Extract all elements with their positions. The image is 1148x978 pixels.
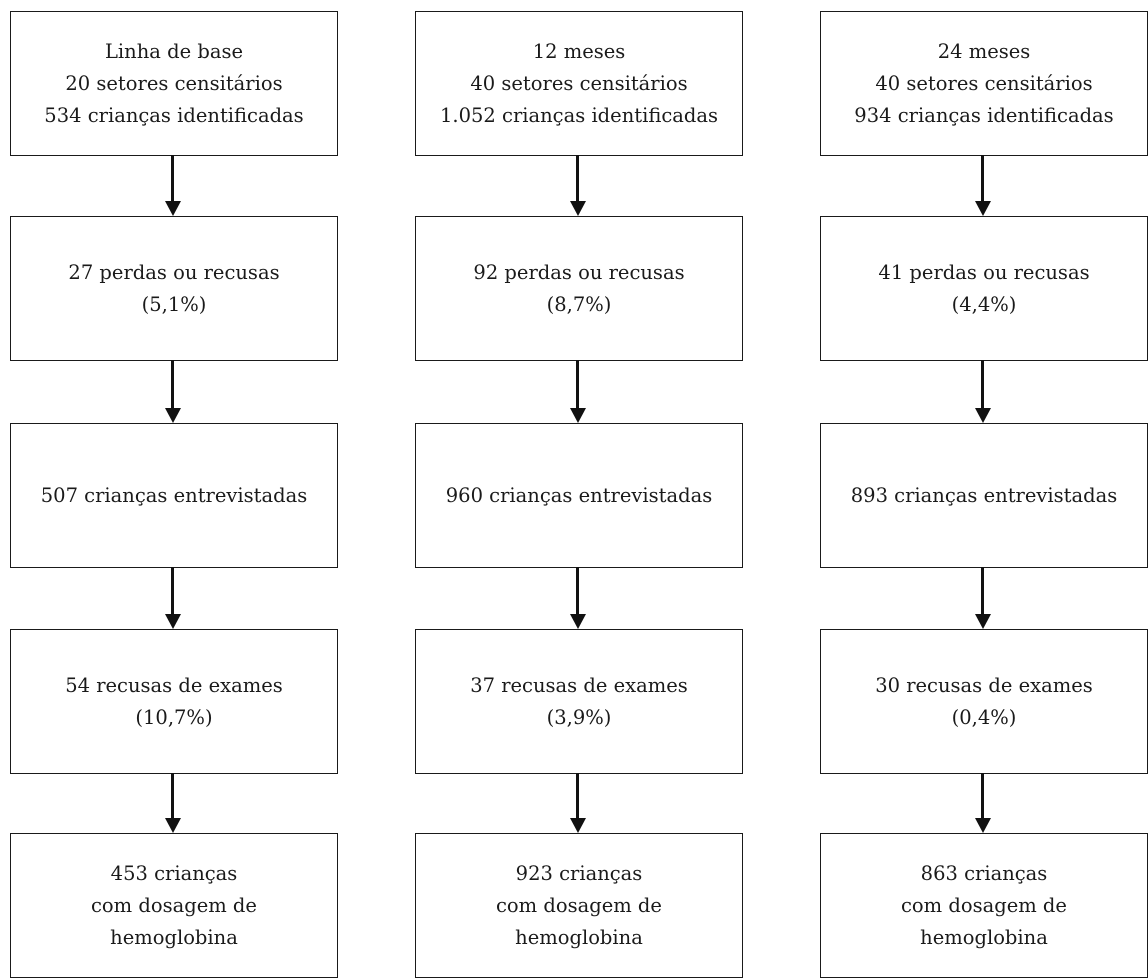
node-line: 41 perdas ou recusas [878, 260, 1090, 284]
node-line: 92 perdas ou recusas [473, 260, 685, 284]
node-sample-identified: 24 meses 40 setores censitários 934 cria… [820, 11, 1148, 156]
node-line: 863 crianças [920, 861, 1048, 885]
node-line: (4,4%) [951, 292, 1017, 316]
node-line: hemoglobina [515, 925, 643, 949]
node-interviewed: 507 crianças entrevistadas [10, 423, 338, 568]
node-line: 30 recusas de exames [875, 673, 1093, 697]
arrow-down [164, 360, 181, 423]
node-line: 507 crianças entrevistadas [40, 483, 308, 507]
node-sample-identified: 12 meses 40 setores censitários 1.052 cr… [415, 11, 743, 156]
node-line: 40 setores censitários [875, 71, 1093, 95]
node-line: 923 crianças [515, 861, 643, 885]
node-line: hemoglobina [920, 925, 1048, 949]
node-line: 534 crianças identificadas [44, 103, 304, 127]
node-line: 40 setores censitários [470, 71, 688, 95]
arrow-down [974, 155, 991, 216]
flow-column-24-months: 24 meses 40 setores censitários 934 cria… [820, 0, 1148, 978]
node-losses-refusals: 27 perdas ou recusas (5,1%) [10, 216, 338, 361]
node-line: 27 perdas ou recusas [68, 260, 280, 284]
arrow-down [974, 567, 991, 629]
arrow-down [569, 773, 586, 833]
node-line: (5,1%) [141, 292, 207, 316]
node-line: 960 crianças entrevistadas [445, 483, 713, 507]
arrow-down [164, 773, 181, 833]
arrow-down [569, 360, 586, 423]
arrow-down [164, 155, 181, 216]
flow-column-baseline: Linha de base 20 setores censitários 534… [10, 0, 338, 978]
node-line: 934 crianças identificadas [854, 103, 1114, 127]
node-hemoglobin-measured: 453 crianças com dosagem de hemoglobina [10, 833, 338, 978]
node-line: (10,7%) [135, 705, 213, 729]
node-exam-refusals: 37 recusas de exames (3,9%) [415, 629, 743, 774]
node-line: (8,7%) [546, 292, 612, 316]
node-losses-refusals: 92 perdas ou recusas (8,7%) [415, 216, 743, 361]
arrow-down [974, 773, 991, 833]
arrow-down [974, 360, 991, 423]
node-line: 1.052 crianças identificadas [440, 103, 718, 127]
flow-column-12-months: 12 meses 40 setores censitários 1.052 cr… [415, 0, 743, 978]
arrow-down [569, 155, 586, 216]
node-line: 54 recusas de exames [65, 673, 283, 697]
node-losses-refusals: 41 perdas ou recusas (4,4%) [820, 216, 1148, 361]
node-exam-refusals: 54 recusas de exames (10,7%) [10, 629, 338, 774]
node-line: com dosagem de [901, 893, 1067, 917]
node-interviewed: 960 crianças entrevistadas [415, 423, 743, 568]
arrow-down [164, 567, 181, 629]
node-line: 37 recusas de exames [470, 673, 688, 697]
arrow-down [569, 567, 586, 629]
node-sample-identified: Linha de base 20 setores censitários 534… [10, 11, 338, 156]
node-line: com dosagem de [496, 893, 662, 917]
node-line: 20 setores censitários [65, 71, 283, 95]
node-line: 12 meses [532, 39, 626, 63]
node-hemoglobin-measured: 923 crianças com dosagem de hemoglobina [415, 833, 743, 978]
node-line: Linha de base [104, 39, 243, 63]
node-interviewed: 893 crianças entrevistadas [820, 423, 1148, 568]
node-line: 453 crianças [110, 861, 238, 885]
node-exam-refusals: 30 recusas de exames (0,4%) [820, 629, 1148, 774]
node-line: (3,9%) [546, 705, 612, 729]
node-line: (0,4%) [951, 705, 1017, 729]
node-hemoglobin-measured: 863 crianças com dosagem de hemoglobina [820, 833, 1148, 978]
node-line: 893 crianças entrevistadas [850, 483, 1118, 507]
node-line: 24 meses [937, 39, 1031, 63]
node-line: hemoglobina [110, 925, 238, 949]
node-line: com dosagem de [91, 893, 257, 917]
